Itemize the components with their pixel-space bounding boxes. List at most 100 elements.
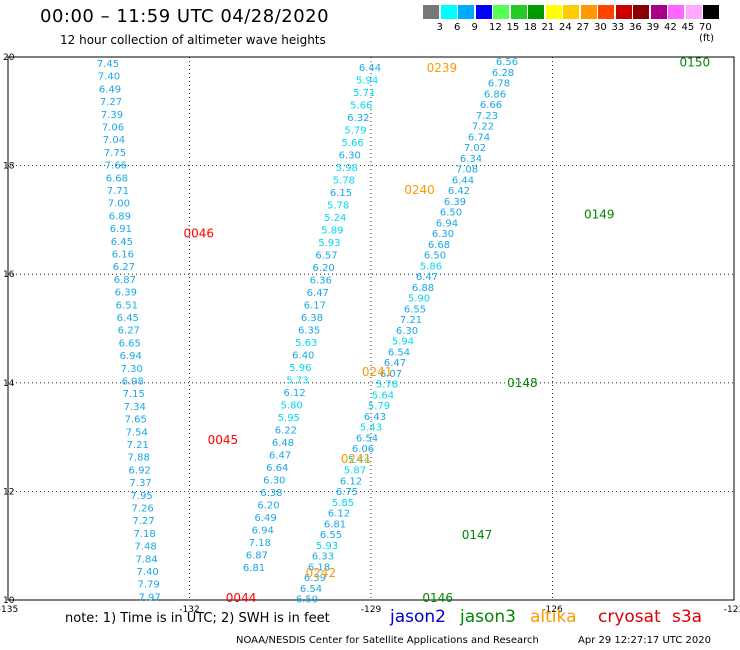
wave-height-value: 6.47 xyxy=(307,288,329,299)
wave-height-value: 5.79 xyxy=(368,401,390,412)
wave-height-value: 7.00 xyxy=(108,199,130,210)
wave-height-value: 7.26 xyxy=(132,504,154,515)
wave-height-value: 6.12 xyxy=(283,388,305,399)
pass-time-label: 0146 xyxy=(422,591,453,605)
wave-height-value: 5.66 xyxy=(341,138,363,149)
wave-height-value: 6.81 xyxy=(324,519,346,530)
wave-height-value: 6.47 xyxy=(384,358,406,369)
pass-time-label: 0150 xyxy=(680,55,711,69)
wave-height-value: 5.63 xyxy=(295,338,317,349)
axis-ticks: -135-132-129-126-123-120201816141210 xyxy=(0,53,740,615)
colorbar-label: 33 xyxy=(611,22,625,33)
lon-tick-label: -126 xyxy=(542,605,563,615)
wave-height-value: 7.21 xyxy=(400,315,422,326)
credit-line: NOAA/NESDIS Center for Satellite Applica… xyxy=(236,635,539,646)
colorbar-label: 9 xyxy=(471,22,478,33)
colorbar-label: 70 (ft) xyxy=(699,22,715,44)
wave-height-value: 6.30 xyxy=(263,476,285,487)
wave-height-value: 5.78 xyxy=(327,201,349,212)
map-subtitle: 12 hour collection of altimeter wave hei… xyxy=(60,33,326,47)
colorbar-swatch xyxy=(475,5,492,19)
wave-height-value: 6.12 xyxy=(328,509,350,520)
wave-height-value: 6.54 xyxy=(388,347,410,358)
wave-height-value: 5.89 xyxy=(321,226,343,237)
wave-height-value: 7.30 xyxy=(121,364,143,375)
wave-height-value: 5.78 xyxy=(333,176,355,187)
satellite-legend-jason2: jason2 xyxy=(390,607,446,627)
wave-height-value: 7.84 xyxy=(135,554,157,565)
colorbar-label: 27 xyxy=(576,22,590,33)
pass-time-label: 0045 xyxy=(208,433,239,447)
pass-time-label: 0044 xyxy=(226,591,257,605)
colorbar-label: 30 xyxy=(594,22,607,33)
wave-height-value: 7.23 xyxy=(476,111,498,122)
wave-height-value: 6.78 xyxy=(488,79,510,90)
wave-height-value: 6.56 xyxy=(496,57,518,68)
wave-height-value: 6.74 xyxy=(468,132,490,143)
wave-height-value: 6.20 xyxy=(257,501,279,512)
colorbar-swatch xyxy=(668,5,684,19)
colorbar-swatch xyxy=(650,5,667,19)
colorbar-swatch xyxy=(510,5,527,19)
wave-height-value: 6.35 xyxy=(298,326,320,337)
wave-height-value: 6.39 xyxy=(115,288,137,299)
wave-height-value: 5.78 xyxy=(376,380,398,391)
wave-height-value: 7.71 xyxy=(107,186,129,197)
wave-height-value: 6.50 xyxy=(424,251,446,262)
wave-height-value: 6.40 xyxy=(292,351,314,362)
wave-height-value: 6.30 xyxy=(432,229,454,240)
wave-height-value: 6.44 xyxy=(452,175,474,186)
units-note: note: 1) Time is in UTC; 2) SWH is in fe… xyxy=(65,611,330,626)
wave-height-value: 6.65 xyxy=(119,338,141,349)
wave-height-value: 7.21 xyxy=(127,440,149,451)
wave-height-value: 7.66 xyxy=(105,161,127,172)
wave-height-value: 6.30 xyxy=(339,151,361,162)
colorbar-label: 18 xyxy=(524,22,537,33)
satellite-legend-cryosat: cryosat xyxy=(598,607,661,627)
wave-height-value: 5.94 xyxy=(392,337,414,348)
wave-height-value: 5.85 xyxy=(332,498,354,509)
wave-height-value: 6.06 xyxy=(352,444,374,455)
wave-height-value: 7.15 xyxy=(123,389,145,400)
wave-height-value: 6.49 xyxy=(99,84,121,95)
wave-height-value: 7.39 xyxy=(101,110,123,121)
wave-height-value: 7.40 xyxy=(136,567,158,578)
wave-height-value: 5.71 xyxy=(353,88,375,99)
colorbar-label: 45 xyxy=(681,22,695,33)
wave-height-value: 7.48 xyxy=(134,542,156,553)
wave-height-value: 7.54 xyxy=(126,427,148,438)
wave-height-value: 6.47 xyxy=(269,451,291,462)
wave-height-value: 6.81 xyxy=(243,563,265,574)
wave-height-value: 7.95 xyxy=(131,491,153,502)
wave-height-value: 6.17 xyxy=(304,301,326,312)
wave-height-value: 5.98 xyxy=(336,163,358,174)
colorbar-label: 21 xyxy=(541,22,555,33)
generated-timestamp: Apr 29 12:27:17 UTC 2020 xyxy=(578,635,711,646)
wave-height-value: 6.22 xyxy=(275,426,297,437)
wave-height-value: 6.87 xyxy=(246,551,268,562)
colorbar-label: 15 xyxy=(506,22,520,33)
wave-height-value: 7.27 xyxy=(100,97,122,108)
lat-tick-label: 16 xyxy=(3,270,15,280)
wave-height-value: 6.94 xyxy=(120,351,142,362)
wave-height-value: 6.88 xyxy=(412,283,434,294)
wave-height-value: 6.12 xyxy=(340,476,362,487)
wave-height-value: 7.97 xyxy=(138,592,160,603)
wave-height-value: 5.64 xyxy=(372,390,394,401)
wave-height-value: 5.79 xyxy=(344,126,366,137)
pass-time-label: 0147 xyxy=(462,528,493,542)
pass-time-labels: 0046 0045 0044 0239 0240 0241 0241 0242 0150 0149… xyxy=(183,55,710,605)
wave-height-value: 6.34 xyxy=(460,154,482,165)
colorbar-label: 24 xyxy=(559,22,572,33)
wave-height-value: 7.45 xyxy=(97,59,119,70)
lat-tick-label: 20 xyxy=(3,53,15,63)
colorbar-label: 6 xyxy=(454,22,461,33)
colorbar-swatch xyxy=(423,5,439,19)
wave-height-value: 5.95 xyxy=(278,413,300,424)
wave-height-value: 6.38 xyxy=(301,313,323,324)
wave-height-value: 6.27 xyxy=(118,326,140,337)
colorbar-swatch xyxy=(685,5,702,19)
wave-height-value: 6.15 xyxy=(330,188,352,199)
wave-height-value: 6.57 xyxy=(315,251,337,262)
